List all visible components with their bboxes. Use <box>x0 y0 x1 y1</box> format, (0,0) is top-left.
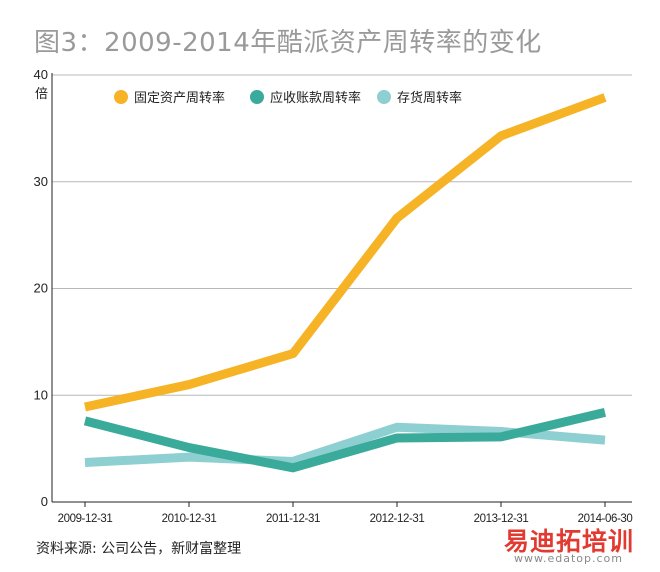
y-tick-label: 30 <box>34 174 48 189</box>
watermark-name: 易迪拓培训 <box>504 527 635 556</box>
legend-label: 应收账款周转率 <box>270 90 361 106</box>
series-line-2 <box>83 407 607 473</box>
x-tick-label: 2011-12-31 <box>266 513 320 525</box>
legend: 固定资产周转率 应收账款周转率 存货周转率 <box>114 90 462 106</box>
legend-label: 存货周转率 <box>397 90 462 106</box>
series-line-1 <box>84 93 607 412</box>
y-tick-label: 40 <box>34 67 48 82</box>
x-tick-label: 2009-12-31 <box>58 513 113 525</box>
watermark: 易迪拓培训 www.edatop.com <box>504 522 654 566</box>
y-tick-label: 20 <box>34 281 48 296</box>
x-axis: 2009-12-31 2010-12-31 2011-12-31 2012-12-31… <box>52 501 633 525</box>
y-axis: 0 10 20 30 40 倍 <box>34 67 53 509</box>
x-tick-label: 2012-12-31 <box>370 513 425 525</box>
watermark-url: www.edatop.com <box>514 552 623 565</box>
y-tick-label: 0 <box>41 494 48 509</box>
y-tick-label: 10 <box>34 387 48 402</box>
chart-title: 图3：2009-2014年酷派资产周转率的变化 <box>34 28 542 58</box>
x-tick-label: 2014-06-30 <box>578 513 633 525</box>
legend-marker <box>114 90 128 104</box>
legend-marker <box>250 90 264 104</box>
x-tick-label: 2013-12-31 <box>474 513 529 525</box>
legend-marker <box>377 90 391 104</box>
source-note: 资料来源: 公司公告，新财富整理 <box>36 541 242 557</box>
x-tick-label: 2010-12-31 <box>162 513 217 525</box>
series-lines <box>83 93 607 473</box>
legend-label: 固定资产周转率 <box>134 90 225 106</box>
y-axis-unit: 倍 <box>35 87 48 102</box>
